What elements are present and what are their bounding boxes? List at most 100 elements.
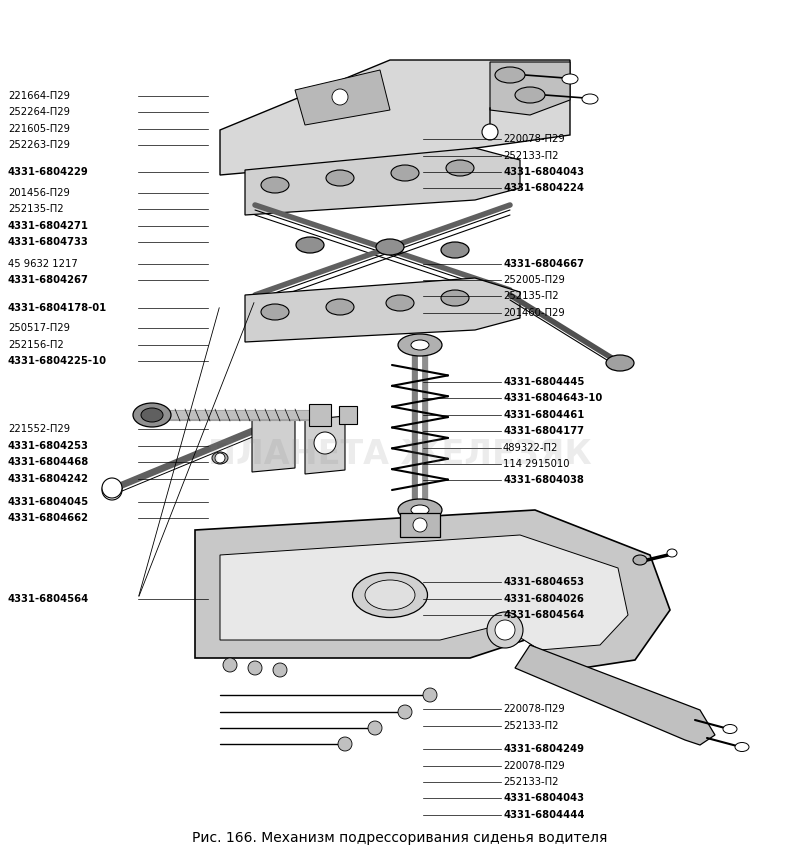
Text: 4331-6804461: 4331-6804461 [503, 410, 584, 420]
Bar [339, 406, 357, 424]
Text: 201456-П29: 201456-П29 [8, 187, 70, 198]
Circle shape [223, 658, 237, 672]
Text: 489322-П2: 489322-П2 [503, 442, 558, 453]
Ellipse shape [386, 295, 414, 311]
Text: ПЛАНЕТА ЖЕЛЕЗЯК: ПЛАНЕТА ЖЕЛЕЗЯК [208, 439, 592, 472]
Ellipse shape [582, 94, 598, 104]
Text: 4331-6804242: 4331-6804242 [8, 473, 89, 484]
Text: 252133-П2: 252133-П2 [503, 150, 558, 161]
Ellipse shape [133, 403, 171, 427]
Ellipse shape [398, 499, 442, 521]
Circle shape [398, 705, 412, 719]
Circle shape [368, 721, 382, 735]
Polygon shape [295, 70, 390, 125]
Text: 114 2915010: 114 2915010 [503, 459, 570, 469]
Text: 4331-6804271: 4331-6804271 [8, 220, 89, 231]
Ellipse shape [633, 555, 647, 565]
Bar [400, 513, 440, 537]
Text: 4331-6804224: 4331-6804224 [503, 183, 584, 194]
Circle shape [314, 432, 336, 454]
Text: 4331-6804267: 4331-6804267 [8, 275, 89, 285]
Text: 252135-П2: 252135-П2 [8, 204, 64, 214]
Text: 220078-П29: 220078-П29 [503, 134, 565, 144]
Polygon shape [220, 60, 570, 175]
Ellipse shape [261, 304, 289, 320]
Text: 220078-П29: 220078-П29 [503, 704, 565, 715]
Ellipse shape [141, 408, 163, 422]
Text: 4331-6804038: 4331-6804038 [503, 475, 584, 486]
Text: 252135-П2: 252135-П2 [503, 291, 558, 302]
Ellipse shape [212, 452, 228, 464]
Ellipse shape [391, 165, 419, 181]
Ellipse shape [376, 239, 404, 255]
Ellipse shape [398, 334, 442, 356]
Polygon shape [245, 278, 520, 342]
Polygon shape [305, 416, 345, 474]
Text: Рис. 166. Механизм подрессоривания сиденья водителя: Рис. 166. Механизм подрессоривания сиден… [192, 831, 608, 845]
Circle shape [487, 612, 523, 648]
Ellipse shape [667, 549, 677, 557]
Text: 252133-П2: 252133-П2 [503, 721, 558, 731]
Text: 221664-П29: 221664-П29 [8, 91, 70, 101]
Text: 4331-6804643-10: 4331-6804643-10 [503, 393, 602, 403]
Circle shape [495, 620, 515, 640]
Polygon shape [195, 510, 670, 670]
Text: 221605-П29: 221605-П29 [8, 124, 70, 134]
Circle shape [413, 518, 427, 532]
Circle shape [423, 688, 437, 702]
Text: 45 9632 1217: 45 9632 1217 [8, 258, 78, 269]
Text: 201460-П29: 201460-П29 [503, 308, 565, 318]
Polygon shape [490, 62, 570, 115]
Text: 4331-6804667: 4331-6804667 [503, 258, 584, 269]
Circle shape [215, 453, 225, 463]
Circle shape [338, 737, 352, 751]
Text: 4331-6804444: 4331-6804444 [503, 810, 585, 820]
Text: 252133-П2: 252133-П2 [503, 777, 558, 787]
Text: 4331-6804178-01: 4331-6804178-01 [8, 302, 107, 313]
Ellipse shape [606, 355, 634, 371]
Text: 4331-6804249: 4331-6804249 [503, 744, 584, 754]
Polygon shape [245, 148, 520, 215]
Ellipse shape [515, 87, 545, 103]
Text: 4331-6804043: 4331-6804043 [503, 793, 584, 804]
Ellipse shape [441, 242, 469, 258]
Text: 4331-6804653: 4331-6804653 [503, 577, 584, 588]
Ellipse shape [446, 160, 474, 176]
Circle shape [332, 89, 348, 105]
Text: 4331-6804564: 4331-6804564 [503, 610, 584, 620]
Polygon shape [220, 535, 628, 650]
Text: 250517-П29: 250517-П29 [8, 323, 70, 334]
Ellipse shape [261, 177, 289, 193]
Ellipse shape [441, 290, 469, 306]
Text: 4331-6804564: 4331-6804564 [8, 594, 90, 604]
Ellipse shape [723, 725, 737, 734]
Circle shape [102, 480, 122, 500]
Ellipse shape [326, 299, 354, 315]
Text: 4331-6804253: 4331-6804253 [8, 441, 89, 451]
Text: 252156-П2: 252156-П2 [8, 340, 64, 350]
Text: 252005-П29: 252005-П29 [503, 275, 565, 285]
Text: 4331-6804445: 4331-6804445 [503, 377, 584, 387]
Bar [309, 404, 331, 426]
Ellipse shape [411, 340, 429, 350]
Circle shape [248, 661, 262, 675]
Ellipse shape [296, 237, 324, 253]
Ellipse shape [411, 505, 429, 515]
Text: 4331-6804177: 4331-6804177 [503, 426, 584, 436]
Ellipse shape [326, 170, 354, 186]
Ellipse shape [495, 67, 525, 83]
Ellipse shape [365, 580, 415, 610]
Text: 4331-6804045: 4331-6804045 [8, 497, 89, 507]
Text: 252264-П29: 252264-П29 [8, 107, 70, 118]
Text: 4331-6804662: 4331-6804662 [8, 513, 89, 524]
Text: 4331-6804043: 4331-6804043 [503, 167, 584, 177]
Text: 220078-П29: 220078-П29 [503, 760, 565, 771]
Circle shape [273, 663, 287, 677]
Text: 4331-6804026: 4331-6804026 [503, 594, 584, 604]
Text: 4331-6804225-10: 4331-6804225-10 [8, 356, 107, 366]
Text: 252263-П29: 252263-П29 [8, 140, 70, 150]
Text: 4331-6804733: 4331-6804733 [8, 237, 89, 247]
Text: 4331-6804229: 4331-6804229 [8, 167, 89, 177]
Ellipse shape [735, 742, 749, 752]
Polygon shape [515, 645, 715, 745]
